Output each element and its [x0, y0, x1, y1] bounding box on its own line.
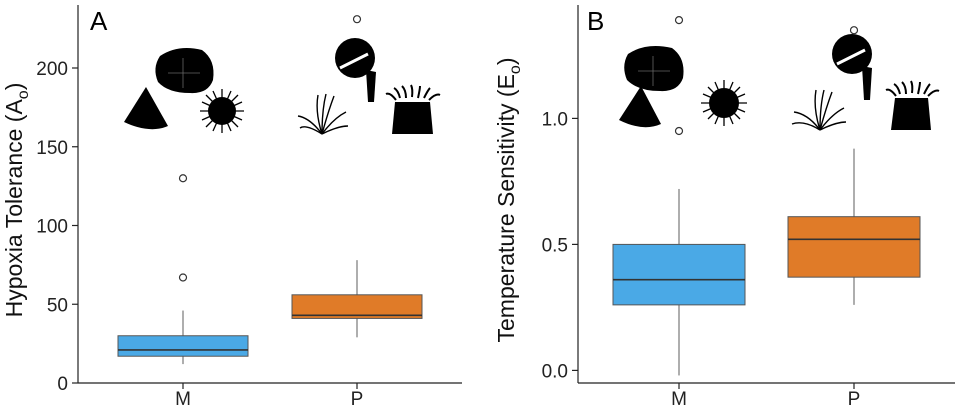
panel-a-y-tick-label: 100	[36, 217, 68, 238]
panel-b-label: B	[587, 6, 604, 36]
panel-b-y-axis-title: Temperature Sensitivity (Eo)	[493, 57, 524, 342]
panel-b-y-tick-label: 1.0	[542, 109, 568, 130]
mussel-icon	[619, 86, 661, 128]
panel-a-y-axis-subscript: o	[15, 90, 32, 99]
sea-anemone-icon	[885, 80, 940, 130]
panel-b-box-P	[787, 216, 921, 278]
panel-a-y-axis-title: Hypoxia Tolerance (Ao)	[1, 83, 32, 318]
panel-a-y-tick-label: 150	[36, 138, 68, 159]
panel-b: B Temperature Sensitivity (Eo) 0.0 0.5 1.0…	[493, 5, 955, 410]
sea-urchin-icon	[200, 89, 244, 133]
panel-a-box-M	[117, 335, 249, 357]
panel-b-marks: 0.0 0.5 1.0 M P	[542, 16, 921, 410]
panel-a-outlier-M	[178, 273, 188, 282]
snail-icon	[832, 34, 872, 100]
panel-a-outlier-P	[352, 15, 362, 24]
snail-icon	[335, 38, 376, 102]
sea-anemone-icon	[385, 84, 441, 134]
panel-a-box-P	[291, 294, 423, 319]
panel-b-y-axis-subscript: o	[507, 65, 524, 74]
panel-b-x-tick-label-M: M	[671, 389, 687, 410]
mussel-icon	[124, 87, 168, 130]
panel-a-x-tick-label-M: M	[175, 389, 191, 410]
seagrass-icon	[791, 89, 847, 131]
panel-b-box-M	[612, 243, 746, 306]
panel-a-label: A	[90, 6, 108, 36]
panel-a: A Hypoxia Tolerance (Ao) 0 50 100 150 200 M P	[1, 5, 462, 410]
panel-a-outlier-M	[178, 174, 188, 183]
panel-b-outlier-P	[849, 26, 859, 35]
panel-b-outlier-M	[674, 16, 684, 25]
limpet-icon	[155, 48, 214, 94]
seagrass-icon	[297, 93, 349, 135]
panel-a-y-tick-label: 50	[47, 295, 68, 316]
panel-b-outlier-M	[674, 126, 684, 136]
sea-urchin-icon	[701, 80, 747, 126]
panel-a-y-tick-label: 200	[36, 59, 68, 80]
panel-b-y-tick-label: 0.0	[542, 361, 568, 382]
panel-a-marks: 0 50 100 150 200 M P	[36, 15, 423, 410]
panel-a-y-tick-label: 0	[57, 374, 68, 395]
panel-b-y-tick-label: 0.5	[542, 235, 568, 256]
panel-b-x-tick-label-P: P	[848, 389, 861, 410]
panel-a-x-tick-label-P: P	[351, 389, 364, 410]
limpet-icon	[624, 46, 684, 92]
